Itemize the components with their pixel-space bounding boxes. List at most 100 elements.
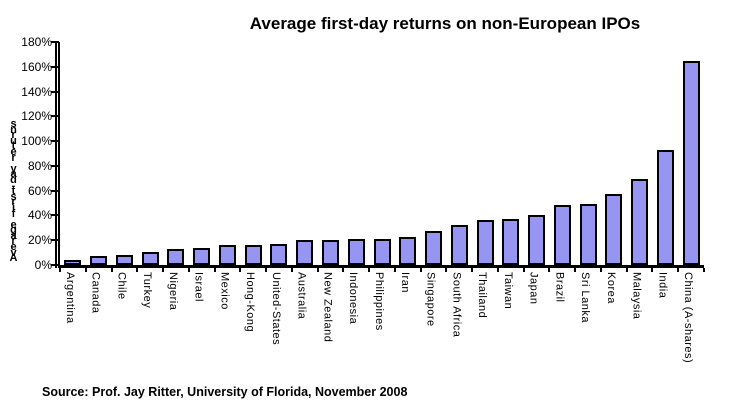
x-category-label: Australia [295,272,308,320]
bar-india [656,150,674,265]
bar-south-africa [450,224,468,265]
x-category-label: China (A-shares) [682,272,695,364]
y-axis-title-char: t [11,140,16,153]
x-axis-tick [316,268,319,272]
y-axis-title-char: a [10,229,17,242]
x-axis-tick [522,268,525,272]
x-category-label: Philippines [373,272,385,331]
x-axis-tick [471,268,474,272]
x-category-label: United-States [269,272,282,346]
x-axis-tick [625,268,628,272]
bar-korea [605,193,623,265]
bar-indonesia [347,238,365,265]
y-tick-label: 20% [27,233,52,248]
x-axis-tick [651,268,654,272]
x-category-label: South Africa [450,272,463,338]
bar-chile [115,254,133,265]
y-axis-title-char: v [10,246,17,259]
y-axis-title-char: r [11,235,16,248]
x-axis-tick [110,268,113,272]
y-tick-label: 180% [21,35,52,49]
x-category-label: Mexico [218,272,231,310]
chart-title: Average first-day returns on non-Europea… [249,14,641,33]
source-note: Source: Prof. Jay Ritter, University of … [42,385,408,399]
y-axis-title-char: n [10,123,17,136]
y-tick-label: 40% [27,208,52,223]
x-category-label: Chile [115,272,128,300]
y-tick-label: 100% [21,134,52,149]
bar-brazil [553,204,571,265]
x-axis-tick [496,268,499,272]
bar-sri-lanka [579,204,597,265]
y-axis-title-char: g [10,224,17,237]
x-category-label: Nigeria [166,272,179,311]
bar-canada [90,256,108,265]
y-axis-tick [51,189,59,192]
bar-argentina [64,259,82,265]
x-category-label: Israel [192,272,205,302]
bar-japan [528,215,546,265]
x-axis-tick [393,268,396,272]
x-axis-tick [677,268,680,272]
x-category-label: Korea [604,272,617,304]
y-axis-tick [51,140,59,143]
y-axis-title-char: i [11,201,16,214]
x-axis-tick [213,268,216,272]
x-axis-tick [445,268,448,272]
y-axis-title-char: e [10,241,17,254]
x-axis-tick [599,268,602,272]
y-tick-label: 80% [27,158,52,173]
plot-area: 0% 20% 40% 60% 80% 100% 120% 140% 160% 180% Argent… [21,35,705,363]
x-category-label: Singapore [424,272,437,327]
x-axis-tick [548,268,551,272]
x-category-label: New Zealand [321,272,334,343]
x-axis-tick [419,268,422,272]
x-category-label: Canada [89,272,102,314]
x-category-label: Turkey [141,272,154,309]
y-tick-label: 0% [34,258,52,272]
y-tick-label: 120% [21,109,52,124]
bar-nigeria [167,249,185,265]
x-axis-tick [239,268,242,272]
x-category-label: India [656,272,669,299]
x-category-label: Malaysia [630,272,643,320]
y-axis-line [55,42,57,268]
x-axis-tick [136,268,139,272]
bar-singapore [425,231,443,265]
y-axis-title-char: - [11,179,16,192]
x-category-label: Taiwan [501,272,514,310]
bar-hong-kong [244,245,262,265]
y-axis-title-char: e [10,218,17,231]
y-axis-title-char: e [10,145,17,158]
x-category-label: Sri Lanka [579,272,592,323]
x-axis-tick [162,268,165,272]
y-axis-title-char: r [11,151,16,164]
bar-turkey [141,251,159,265]
y-axis-title-char: d [10,173,17,186]
y-axis-tick [51,115,59,118]
x-axis-tick [703,268,705,272]
y-axis-title-char: y [10,162,17,175]
bar-mexico [218,245,236,265]
y-axis-title-char: A [9,252,18,265]
bar-thailand [476,219,494,265]
y-axis-tick [51,239,59,242]
x-category-label: Thailand [476,272,489,319]
x-axis-tick [59,268,61,272]
y-axis-title-char: s [10,118,17,130]
y-axis-title-char: r [11,129,16,142]
y-axis-tick [51,214,59,217]
y-axis-tick [51,65,59,68]
y-axis-title-char: a [10,168,17,181]
y-axis-title-char: u [10,134,17,147]
x-axis-tick [368,268,371,272]
x-axis-tick [342,268,345,272]
x-category-label: Argentina [63,272,76,324]
x-category-label: Hong-Kong [244,272,257,333]
bar-israel [193,247,211,265]
x-category-label: Japan [527,272,540,305]
x-category-label: Iran [398,272,411,293]
bar-united-states [270,244,288,265]
